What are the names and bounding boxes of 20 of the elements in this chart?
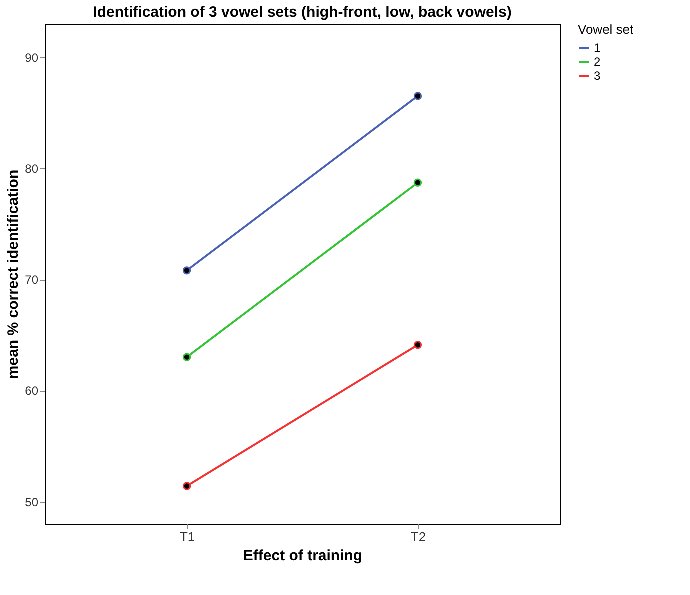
legend-label: 3 [594,69,601,83]
x-tick-label: T1 [180,530,196,544]
x-tick-label: T2 [410,530,426,544]
y-axis-title: mean % correct identification [5,170,22,380]
point [182,353,192,362]
legend-label: 1 [594,41,601,55]
point [414,92,422,100]
legend-label: 2 [594,55,601,69]
point [414,178,422,187]
point [182,482,192,490]
y-tick-label: 60 [25,384,39,398]
y-tick-label: 80 [25,162,39,176]
point [182,266,192,275]
legend-title: Vowel set [578,22,634,37]
x-axis-title: Effect of training [243,548,363,564]
y-tick-label: 70 [25,273,39,288]
y-tick-label: 90 [25,50,39,65]
chart-title: Identification of 3 vowel sets (high-front, low, back vowels) [93,4,512,21]
point [414,341,422,350]
y-tick-label: 50 [25,495,39,510]
